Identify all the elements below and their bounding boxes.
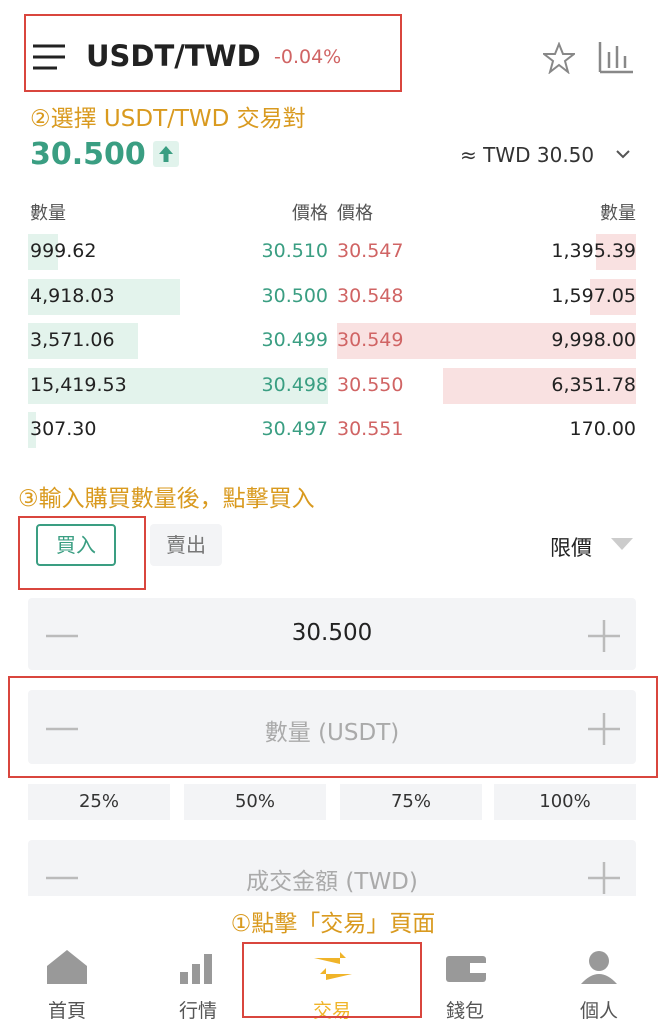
highlight [24, 14, 402, 92]
ask-quantity: 9,998.00 [551, 329, 636, 351]
highlight [242, 942, 422, 1018]
pair-title[interactable]: USDT/TWD [86, 39, 261, 73]
stepper-icons [46, 620, 620, 894]
bid-price: 30.500 [261, 284, 328, 307]
price-value: 30.500 [291, 620, 373, 646]
nav-item[interactable]: 錢包 [445, 1000, 484, 1022]
ask-price: 30.549 [337, 329, 404, 351]
dropdown-icon[interactable] [610, 537, 634, 551]
ask-price: 30.548 [337, 284, 404, 307]
bid-quantity: 307.30 [30, 418, 97, 440]
chevron[interactable] [615, 148, 631, 160]
amount-placeholder: 數量 (USDT) [264, 720, 400, 746]
annotation: ③輸入購買數量後，點擊買入 [18, 486, 315, 512]
bid-price: 30.510 [261, 240, 328, 262]
col-header: 價格 [292, 203, 328, 224]
total-placeholder: 成交金額 (TWD) [246, 869, 418, 895]
up-icon [153, 141, 179, 167]
nav-item[interactable]: 首頁 [47, 1000, 86, 1022]
col-header: 數量 [30, 203, 66, 224]
highlight [18, 516, 146, 590]
bid-depth [28, 278, 180, 315]
bid-price: 30.499 [261, 329, 328, 351]
sell-tab[interactable]: 賣出 [150, 524, 222, 566]
ask-price: 30.550 [337, 373, 404, 396]
bid-quantity: 4,918.03 [30, 284, 115, 307]
ask-depth [443, 367, 636, 404]
ask-depth [596, 234, 636, 270]
nav-item[interactable]: 個人 [579, 1000, 618, 1022]
bid-depth [28, 234, 58, 270]
bid-depth [28, 367, 328, 404]
percent-button[interactable]: 100% [494, 784, 636, 820]
ask-quantity: 6,351.78 [551, 373, 636, 396]
menu-icon[interactable] [32, 43, 66, 71]
price-input[interactable]: 30.500 [28, 598, 636, 670]
annotation: ①點擊「交易」頁面 [230, 911, 436, 937]
bid-quantity: 3,571.06 [30, 329, 115, 351]
amount-input[interactable]: 數量 (USDT) [28, 690, 636, 764]
ask-depth [337, 323, 636, 359]
change: -0.04% [274, 46, 342, 68]
chart-icon[interactable] [598, 40, 634, 74]
annotation: ②選擇 USDT/TWD 交易對 [30, 106, 306, 132]
ask-price: 30.551 [337, 418, 404, 440]
bid-depth [28, 323, 138, 359]
percent-button[interactable]: 75% [340, 784, 482, 820]
percent-button[interactable]: 50% [184, 784, 326, 820]
ask-quantity: 1,395.39 [551, 240, 636, 262]
nav-item[interactable]: 行情 [178, 1000, 217, 1022]
buy-tab[interactable]: 買入 [36, 524, 116, 566]
col-header: 價格 [337, 203, 373, 224]
bid-depth [28, 412, 36, 448]
ask-quantity: 170.00 [569, 418, 636, 440]
last-price: 30.500 [30, 137, 146, 172]
bid-quantity: 999.62 [30, 240, 97, 262]
bid-price: 30.498 [261, 373, 328, 396]
highlight [8, 676, 658, 778]
col-header: 數量 [600, 203, 636, 224]
bid-price: 30.497 [261, 418, 328, 440]
reference-price: ≈ TWD 30.50 [460, 143, 595, 167]
star-icon[interactable] [543, 42, 575, 74]
order-type[interactable]: 限價 [550, 536, 592, 560]
ask-quantity: 1,597.05 [551, 284, 636, 307]
bid-quantity: 15,419.53 [30, 373, 127, 396]
percent-button[interactable]: 25% [28, 784, 170, 820]
ask-depth [590, 278, 636, 315]
ask-price: 30.547 [337, 240, 404, 262]
nav-icons [47, 950, 617, 984]
